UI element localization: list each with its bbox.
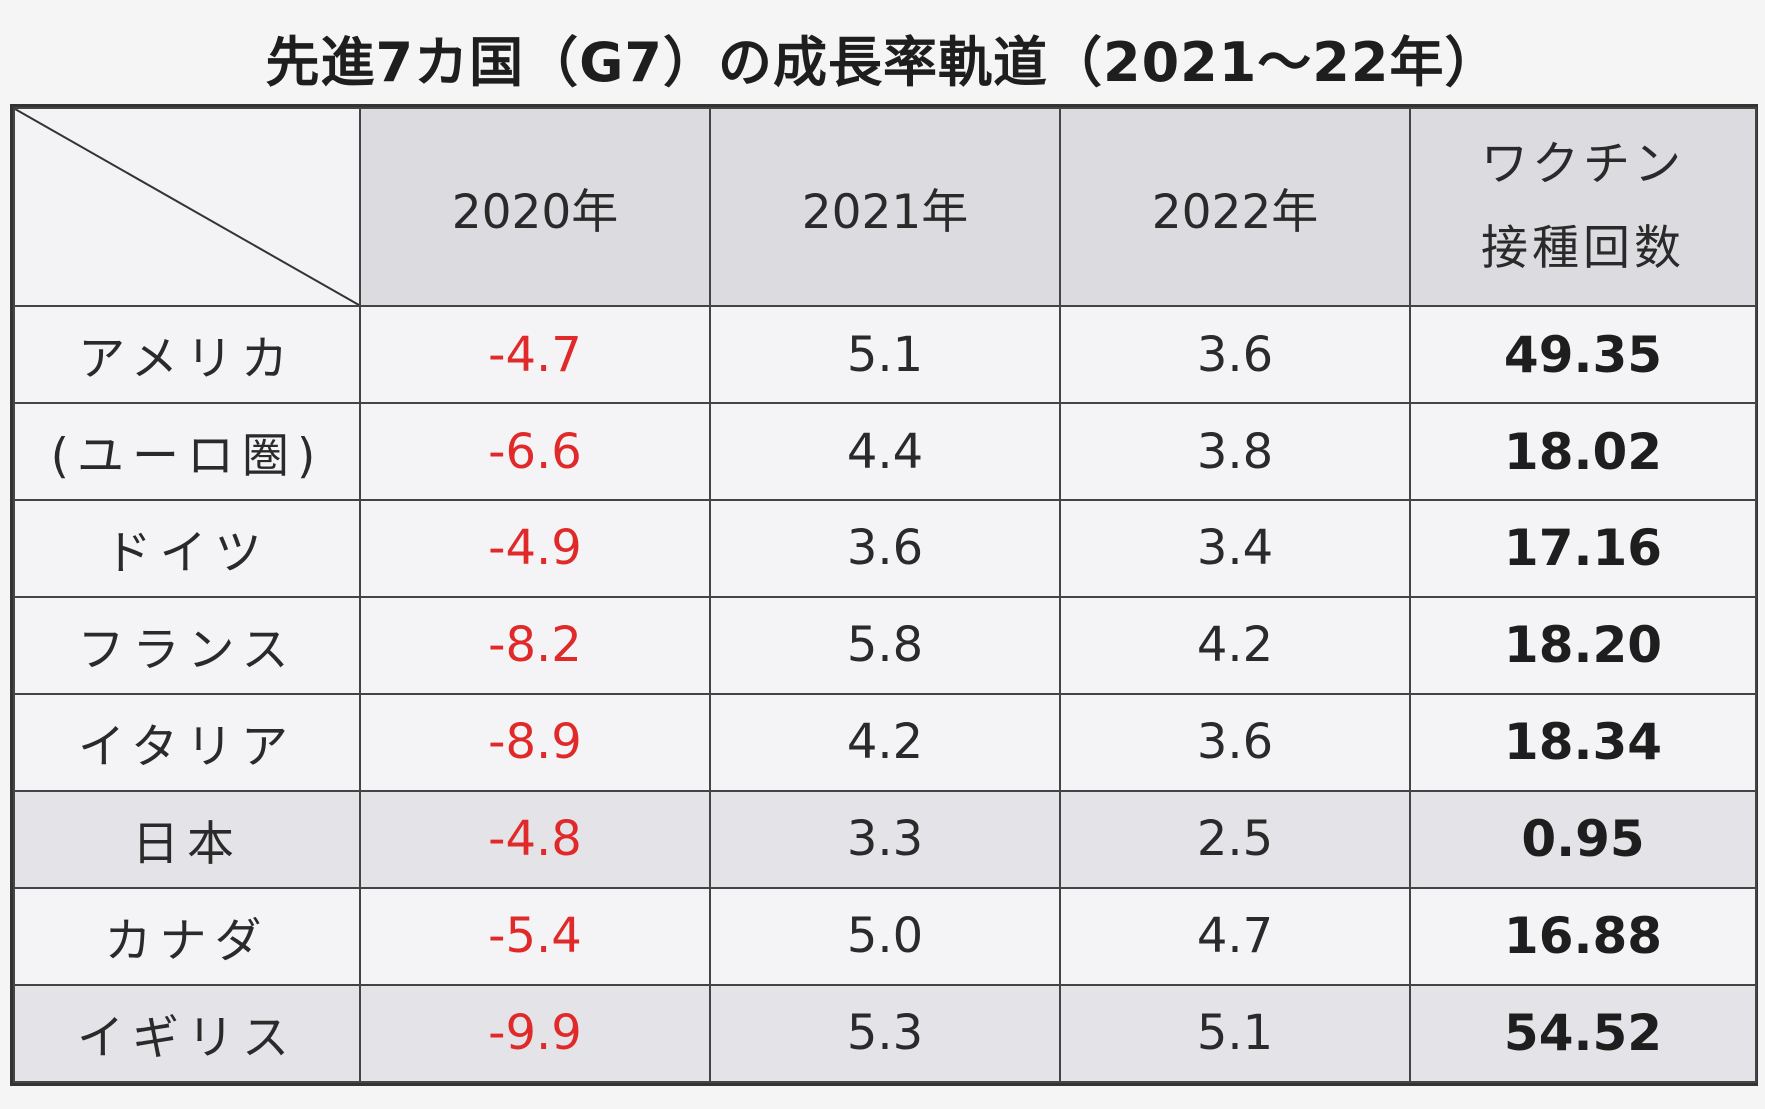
header-2021: 2021年 <box>709 106 1061 308</box>
page-title: 先進7カ国（G7）の成長率軌道（2021〜22年） <box>265 31 1500 94</box>
growth-2020-cell: -6.6 <box>359 402 711 501</box>
table-row: カナダ -5.4 5.0 4.7 16.88 <box>13 886 1757 986</box>
growth-2022-cell: 2.5 <box>1059 789 1411 889</box>
country-cell: カナダ <box>13 886 361 986</box>
table-row: ドイツ -4.9 3.6 3.4 17.16 <box>13 499 1757 598</box>
vaccine-cell: 0.95 <box>1409 789 1757 889</box>
country-cell: フランス <box>13 595 361 695</box>
growth-2022-cell: 3.6 <box>1059 305 1411 405</box>
growth-2021-cell: 5.8 <box>709 595 1061 695</box>
growth-2022-cell: 5.1 <box>1059 983 1411 1084</box>
header-2022: 2022年 <box>1059 106 1411 308</box>
country-cell: イタリア <box>13 692 361 792</box>
table-row: 日本 -4.8 3.3 2.5 0.95 <box>13 789 1757 889</box>
growth-2020-cell: -4.7 <box>359 305 711 405</box>
table-row: (ユーロ圏) -6.6 4.4 3.8 18.02 <box>13 402 1757 501</box>
growth-2021-cell: 4.2 <box>709 692 1061 792</box>
vaccine-cell: 49.35 <box>1409 305 1757 405</box>
growth-2020-cell: -8.9 <box>359 692 711 792</box>
growth-2020-cell: -4.8 <box>359 789 711 889</box>
table-row: イタリア -8.9 4.2 3.6 18.34 <box>13 692 1757 792</box>
growth-2021-cell: 4.4 <box>709 402 1061 501</box>
table-row: フランス -8.2 5.8 4.2 18.20 <box>13 595 1757 695</box>
growth-2022-cell: 4.2 <box>1059 595 1411 695</box>
table-row: アメリカ -4.7 5.1 3.6 49.35 <box>13 305 1757 405</box>
country-cell: 日本 <box>13 789 361 889</box>
growth-table: 2020年 2021年 2022年 ワクチン 接種回数 アメリカ -4.7 5.… <box>10 104 1758 1086</box>
vaccine-cell: 18.34 <box>1409 692 1757 792</box>
growth-2021-cell: 3.3 <box>709 789 1061 889</box>
growth-2021-cell: 5.3 <box>709 983 1061 1084</box>
country-cell: (ユーロ圏) <box>13 402 361 501</box>
growth-2021-cell: 3.6 <box>709 499 1061 598</box>
growth-2022-cell: 3.6 <box>1059 692 1411 792</box>
growth-2022-cell: 4.7 <box>1059 886 1411 986</box>
table-row: イギリス -9.9 5.3 5.1 54.52 <box>13 983 1757 1084</box>
header-row: 2020年 2021年 2022年 ワクチン 接種回数 <box>13 106 1757 308</box>
growth-2021-cell: 5.1 <box>709 305 1061 405</box>
growth-2022-cell: 3.4 <box>1059 499 1411 598</box>
corner-cell <box>13 106 361 308</box>
diagonal-line <box>15 109 359 306</box>
country-cell: アメリカ <box>13 305 361 405</box>
header-vaccine-line1: ワクチン <box>1481 137 1685 193</box>
growth-2020-cell: -4.9 <box>359 499 711 598</box>
vaccine-cell: 18.02 <box>1409 402 1757 501</box>
country-cell: ドイツ <box>13 499 361 598</box>
header-vaccine: ワクチン 接種回数 <box>1409 106 1757 308</box>
country-cell: イギリス <box>13 983 361 1084</box>
growth-2020-cell: -8.2 <box>359 595 711 695</box>
header-vaccine-line2: 接種回数 <box>1481 221 1685 277</box>
header-2020: 2020年 <box>359 106 711 308</box>
growth-2020-cell: -9.9 <box>359 983 711 1084</box>
growth-2022-cell: 3.8 <box>1059 402 1411 501</box>
vaccine-cell: 54.52 <box>1409 983 1757 1084</box>
growth-2020-cell: -5.4 <box>359 886 711 986</box>
vaccine-cell: 18.20 <box>1409 595 1757 695</box>
vaccine-cell: 16.88 <box>1409 886 1757 986</box>
growth-2021-cell: 5.0 <box>709 886 1061 986</box>
vaccine-cell: 17.16 <box>1409 499 1757 598</box>
